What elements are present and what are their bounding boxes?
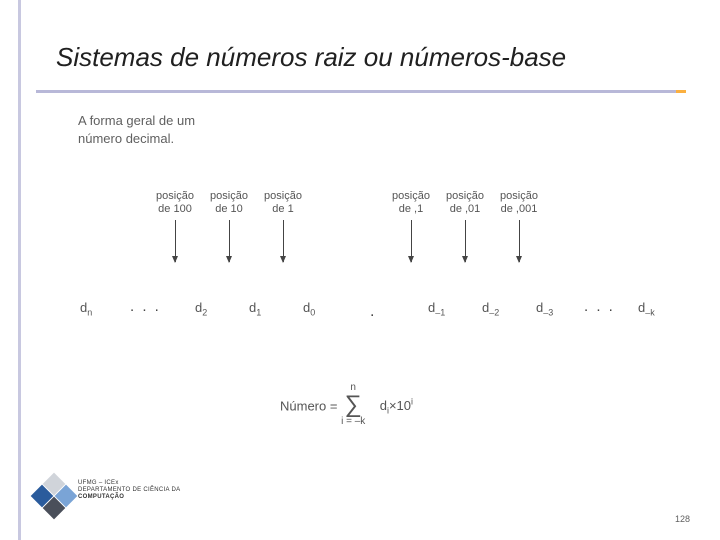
- arrow-icon: [411, 220, 412, 262]
- institution-logo: UFMG – ICEx DEPARTAMENTO DE CIÊNCIA DA C…: [36, 474, 206, 518]
- digit-symbol: d–3: [536, 300, 553, 318]
- digit-symbol: d1: [249, 300, 261, 318]
- title-accent-dash: [676, 90, 686, 93]
- intro-text: A forma geral de um número decimal.: [78, 112, 195, 147]
- digit-symbol: d–2: [482, 300, 499, 318]
- digit-symbol: d–1: [428, 300, 445, 318]
- formula-term: di×10i: [380, 398, 413, 413]
- title-underline: [36, 90, 676, 93]
- arrow-icon: [175, 220, 176, 262]
- position-label: posiçãode ,1: [384, 190, 438, 215]
- position-label: posiçãode 10: [202, 190, 256, 215]
- left-stripe: [18, 0, 21, 540]
- sum-lower: i = –k: [341, 416, 365, 427]
- position-label: posiçãode 100: [148, 190, 202, 215]
- arrow-icon: [465, 220, 466, 262]
- slide-title: Sistemas de números raiz ou números-base: [56, 42, 566, 73]
- position-label: posiçãode 1: [256, 190, 310, 215]
- arrow-icon: [283, 220, 284, 262]
- positional-diagram: posiçãode 100posiçãode 10posiçãode 1 posi…: [80, 190, 670, 340]
- intro-line2: número decimal.: [78, 131, 174, 146]
- digit-symbol: d0: [303, 300, 315, 318]
- sigma-symbol: ∑: [345, 393, 362, 417]
- position-label: posiçãode ,01: [438, 190, 492, 215]
- arrow-icon: [519, 220, 520, 262]
- number-formula: Número = n ∑ i = –k di×10i: [280, 385, 413, 429]
- ellipsis: . . .: [130, 298, 161, 315]
- digit-symbol: d–k: [638, 300, 655, 318]
- digit-symbol: d2: [195, 300, 207, 318]
- intro-line1: A forma geral de um: [78, 113, 195, 128]
- radix-point: .: [370, 303, 374, 321]
- arrow-icon: [229, 220, 230, 262]
- digit-symbol: dn: [80, 300, 92, 318]
- position-label: posiçãode ,001: [492, 190, 546, 215]
- formula-lhs: Número =: [280, 398, 337, 413]
- logo-icon: [36, 478, 72, 514]
- logo-text: UFMG – ICEx DEPARTAMENTO DE CIÊNCIA DA C…: [78, 480, 180, 502]
- ellipsis: . . .: [584, 298, 615, 315]
- page-number: 128: [675, 514, 690, 524]
